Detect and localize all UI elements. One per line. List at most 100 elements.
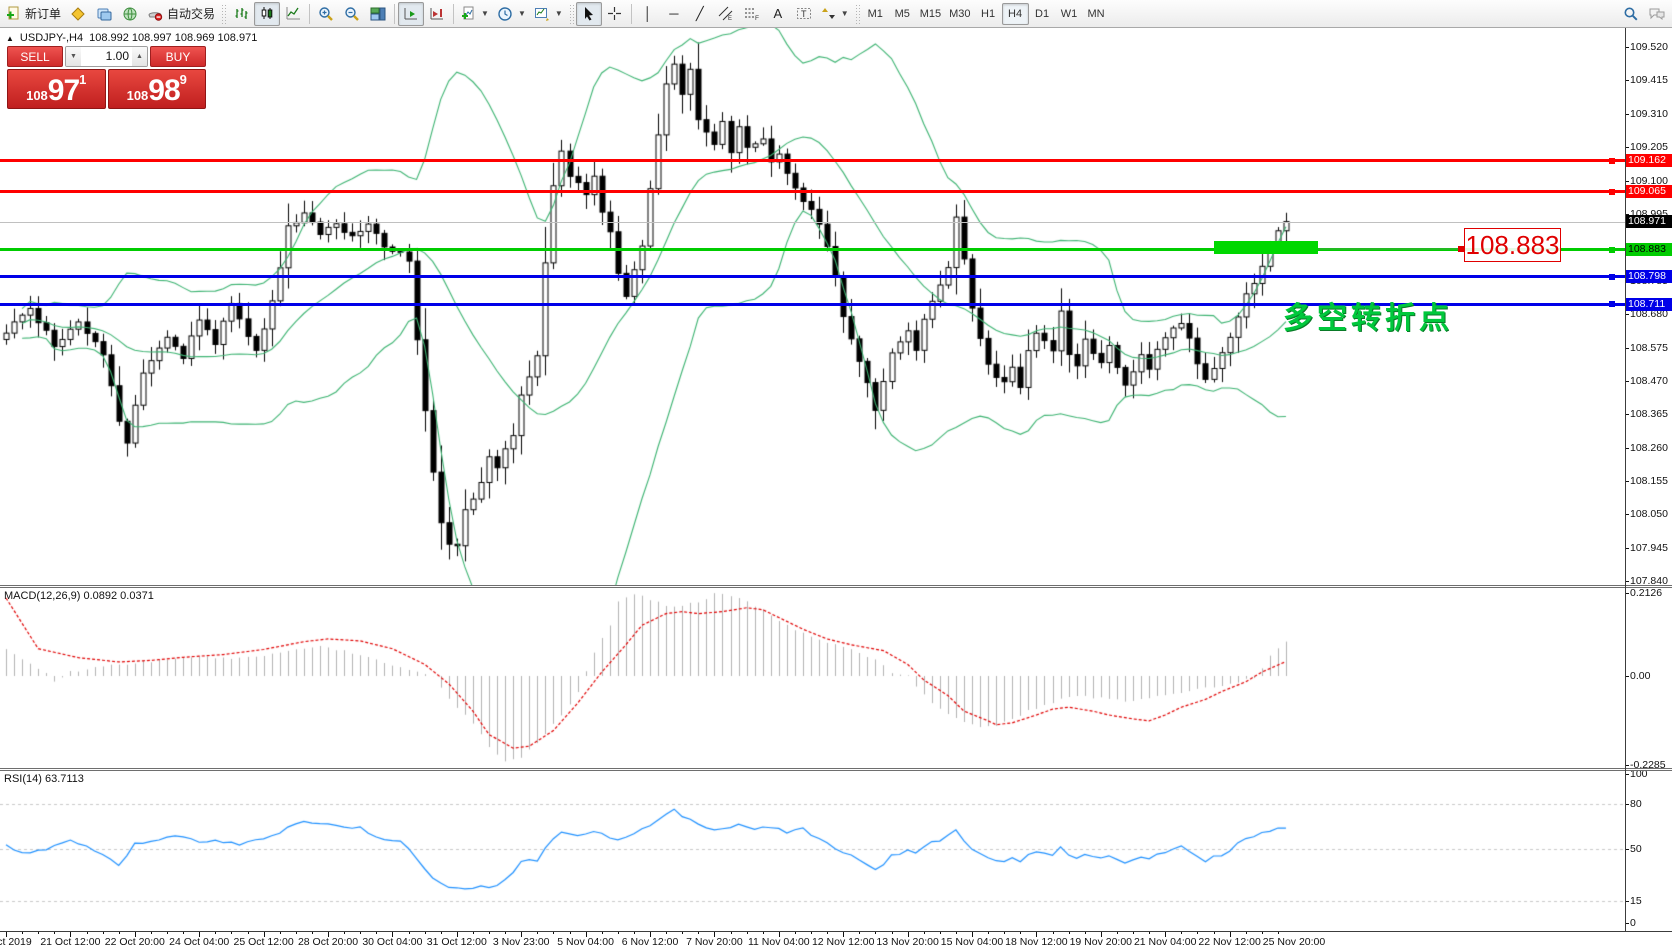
time-axis-label: 18 Nov 12:00 xyxy=(1005,936,1068,948)
price-level-chip: 108.883 xyxy=(1626,243,1672,257)
time-axis-label: 11 Nov 04:00 xyxy=(747,936,810,948)
vertical-line-tool-button[interactable]: │ xyxy=(635,2,661,26)
time-axis-label: 7 Nov 20:00 xyxy=(686,936,743,948)
chart-title: ▲ USDJPY-,H4 108.992 108.997 108.969 108… xyxy=(6,32,257,44)
dropdown-caret-icon: ▼ xyxy=(554,9,563,18)
data-window-button[interactable] xyxy=(117,2,143,26)
indicators-button[interactable]: ▼ xyxy=(457,2,493,26)
price-level-chip: 109.065 xyxy=(1626,185,1672,199)
time-axis-label: 6 Nov 12:00 xyxy=(621,936,679,948)
autotrade-icon xyxy=(147,6,163,22)
tile-windows-icon xyxy=(370,6,386,22)
volume-box: ▼ 1.00 ▲ xyxy=(65,46,148,67)
candlestick-mode-button[interactable] xyxy=(254,1,281,26)
toolbar-separator xyxy=(453,3,455,24)
new-order-button[interactable]: 新订单 xyxy=(2,2,65,26)
price-tick-label: 108.575 xyxy=(1630,341,1668,354)
time-axis-label: 30 Oct 04:00 xyxy=(362,936,423,948)
template-icon xyxy=(534,6,550,22)
macd-chart-canvas[interactable] xyxy=(0,588,1625,768)
toolbar-grip xyxy=(854,3,860,24)
candlestick-icon xyxy=(260,6,275,21)
cursor-tool-button[interactable] xyxy=(575,1,602,26)
search-button[interactable] xyxy=(1618,2,1644,26)
auto-scroll-icon xyxy=(403,6,419,22)
panel-separator[interactable] xyxy=(0,768,1672,771)
panel-separator[interactable] xyxy=(0,585,1672,588)
clock-icon xyxy=(497,6,513,22)
bar-chart-icon xyxy=(234,6,249,21)
market-watch-button[interactable] xyxy=(91,2,117,26)
fibonacci-icon: F xyxy=(744,6,760,21)
ohlc-values: 108.992 108.997 108.969 108.971 xyxy=(89,32,258,44)
periods-button[interactable]: ▼ xyxy=(493,2,530,26)
buy-button[interactable]: BUY xyxy=(150,46,206,67)
timeframe-button-mn[interactable]: MN xyxy=(1087,7,1105,20)
svg-text:T: T xyxy=(801,9,807,19)
chat-button[interactable] xyxy=(1644,2,1670,26)
time-axis-label: 3 Nov 23:00 xyxy=(492,936,550,948)
price-level-chip: 108.798 xyxy=(1626,270,1672,284)
new-order-label: 新订单 xyxy=(25,7,62,21)
macd-tick-label: 0.00 xyxy=(1630,670,1651,682)
timeframe-button-w1[interactable]: W1 xyxy=(1060,7,1078,20)
volume-up-stepper[interactable]: ▲ xyxy=(132,47,147,66)
price-chart-canvas[interactable] xyxy=(0,28,1625,585)
indicators-icon xyxy=(461,6,476,21)
sell-button[interactable]: SELL xyxy=(7,46,63,67)
volume-input[interactable]: 1.00 xyxy=(105,49,129,63)
auto-scroll-button[interactable] xyxy=(398,1,425,26)
sell-price-button[interactable]: 108 97 1 xyxy=(7,69,106,109)
rsi-label: RSI(14) 63.7113 xyxy=(4,773,84,785)
price-axis-border xyxy=(1625,28,1626,931)
zoom-in-button[interactable] xyxy=(313,2,339,26)
rsi-tick-label: 0 xyxy=(1630,917,1636,929)
fibonacci-tool-button[interactable]: F xyxy=(739,2,765,26)
timeframe-button-d1[interactable]: D1 xyxy=(1035,7,1050,20)
one-click-trading-panel: SELL ▼ 1.00 ▲ BUY 108 97 1 108 98 9 xyxy=(7,46,206,109)
volume-down-stepper[interactable]: ▼ xyxy=(66,47,81,66)
tile-windows-button[interactable] xyxy=(365,2,391,26)
profiles-button[interactable] xyxy=(65,2,91,26)
price-tick-label: 109.520 xyxy=(1630,41,1668,53)
text-tool-button[interactable]: A xyxy=(765,2,791,26)
text-label-tool-button[interactable]: T xyxy=(791,2,817,26)
price-tick-label: 108.365 xyxy=(1630,408,1668,421)
current-price-chip: 108.971 xyxy=(1626,215,1672,229)
channel-icon: E xyxy=(718,6,734,21)
globe-icon xyxy=(122,6,138,22)
collapse-panel-icon[interactable]: ▲ xyxy=(6,33,14,43)
horizontal-line-tool-button[interactable]: ─ xyxy=(661,2,687,26)
buy-price-button[interactable]: 108 98 9 xyxy=(107,69,206,109)
timeframe-button-h4[interactable]: H4 xyxy=(1001,2,1029,25)
toolbar-separator xyxy=(309,3,311,24)
timeframe-button-m1[interactable]: M1 xyxy=(867,7,883,20)
chart-shift-button[interactable] xyxy=(424,2,450,26)
line-chart-mode-button[interactable] xyxy=(280,2,306,26)
crosshair-tool-button[interactable] xyxy=(602,2,628,26)
zoom-out-button[interactable] xyxy=(339,2,365,26)
time-axis-label: 5 Nov 04:00 xyxy=(557,936,614,948)
templates-button[interactable]: ▼ xyxy=(530,2,567,26)
autotrade-button[interactable]: 自动交易 xyxy=(143,2,219,26)
price-tick-label: 109.205 xyxy=(1630,141,1668,154)
timeframe-button-m30[interactable]: M30 xyxy=(949,7,971,20)
price-tick-label: 108.155 xyxy=(1630,475,1668,488)
timeframe-button-m15[interactable]: M15 xyxy=(919,7,942,20)
timeframe-button-h1[interactable]: H1 xyxy=(981,7,996,20)
macd-tick-label: 0.2126 xyxy=(1630,587,1663,600)
zoom-in-icon xyxy=(318,6,334,22)
trendline-tool-button[interactable]: ╱ xyxy=(687,2,713,26)
timeframe-button-m5[interactable]: M5 xyxy=(894,7,910,20)
price-tick-label: 109.100 xyxy=(1630,174,1668,187)
time-axis-border xyxy=(0,931,1672,932)
arrows-tool-button[interactable]: ▼ xyxy=(817,2,853,26)
equidistant-channel-tool-button[interactable]: E xyxy=(713,2,739,26)
time-axis-label: 21 Oct 12:00 xyxy=(40,936,101,948)
crosshair-icon xyxy=(607,6,622,21)
rsi-chart-canvas[interactable] xyxy=(0,771,1625,931)
bar-chart-mode-button[interactable] xyxy=(228,2,254,26)
text-tool-icon: A xyxy=(773,6,783,21)
time-axis-label: 21 Nov 04:00 xyxy=(1133,936,1197,948)
toolbar-grip xyxy=(568,3,574,24)
